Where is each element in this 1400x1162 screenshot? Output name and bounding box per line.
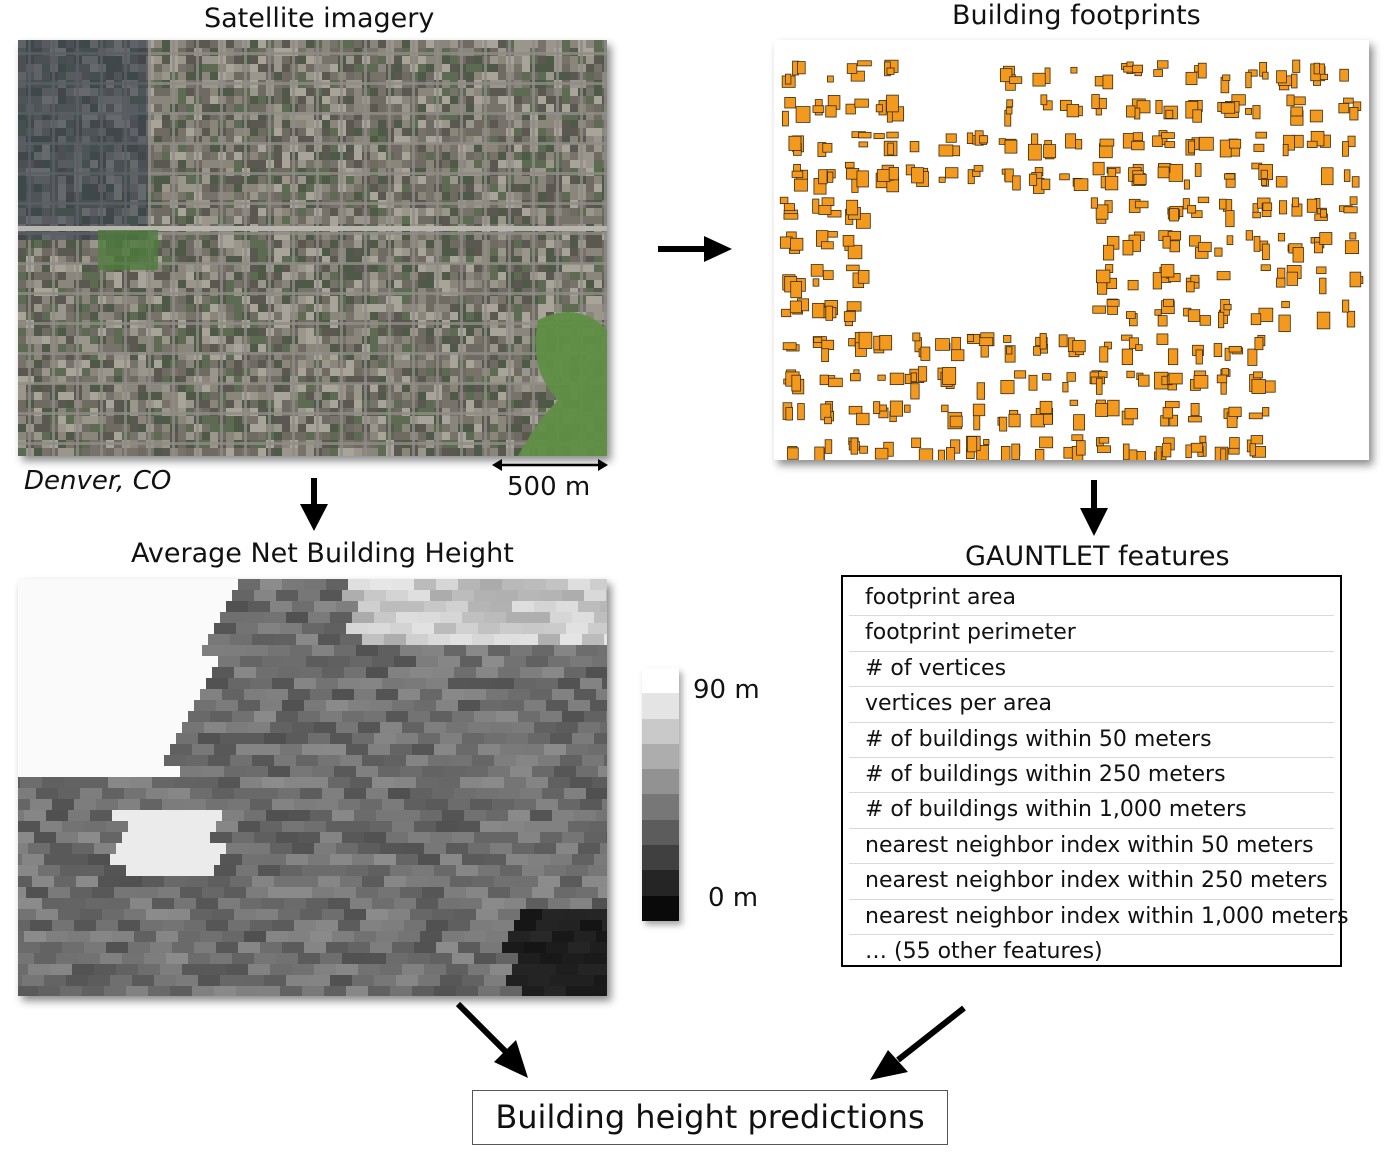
- building-height-predictions-box: Building height predictions: [472, 1090, 948, 1145]
- feature-row: nearest neighbor index within 250 meters: [849, 864, 1334, 900]
- colorbar-step: [642, 743, 679, 770]
- feature-row: nearest neighbor index within 1,000 mete…: [849, 900, 1349, 935]
- scale-bar: [492, 459, 608, 471]
- feature-row: # of buildings within 1,000 meters: [849, 793, 1334, 829]
- colorbar-max-label: 90 m: [693, 675, 760, 705]
- colorbar-min-label: 0 m: [708, 883, 759, 913]
- arrow-down-right-icon: [1080, 480, 1108, 536]
- arrow-down-left-icon: [300, 478, 328, 531]
- feature-row: vertices per area: [849, 687, 1334, 723]
- feature-row: footprint area: [849, 581, 1334, 617]
- arrow-diagonal-down-left-icon: [870, 1005, 966, 1080]
- gauntlet-features-title: GAUNTLET features: [965, 541, 1230, 572]
- colorbar-step: [642, 693, 679, 719]
- colorbar-step: [642, 668, 679, 694]
- colorbar-step: [642, 895, 679, 921]
- building-footprints-title: Building footprints: [952, 0, 1201, 31]
- arrow-diagonal-down-right-icon: [455, 1001, 528, 1078]
- colorbar-step: [642, 870, 679, 896]
- feature-row: # of buildings within 50 meters: [849, 723, 1334, 758]
- colorbar-step: [642, 794, 679, 820]
- satellite-imagery-title: Satellite imagery: [204, 3, 435, 34]
- colorbar-step: [642, 819, 679, 846]
- height-colorbar: [642, 668, 679, 921]
- footprints-map: [774, 40, 1369, 460]
- colorbar-step: [642, 769, 679, 795]
- height-map-title: Average Net Building Height: [131, 538, 514, 569]
- feature-row: footprint perimeter: [849, 616, 1334, 652]
- satellite-image: [18, 40, 607, 456]
- feature-table: footprint area footprint perimeter # of ve…: [841, 575, 1349, 967]
- scale-label: 500 m: [507, 472, 591, 502]
- colorbar-step: [642, 845, 679, 871]
- feature-row: # of buildings within 250 meters: [849, 758, 1334, 794]
- colorbar-step: [642, 718, 679, 744]
- feature-row: … (55 other features): [865, 938, 1103, 964]
- feature-row: # of vertices: [849, 652, 1334, 688]
- location-label: Denver, CO: [24, 466, 172, 496]
- arrow-right-icon: [658, 236, 732, 262]
- height-map: [18, 579, 607, 996]
- feature-row: nearest neighbor index within 50 meters: [849, 829, 1334, 865]
